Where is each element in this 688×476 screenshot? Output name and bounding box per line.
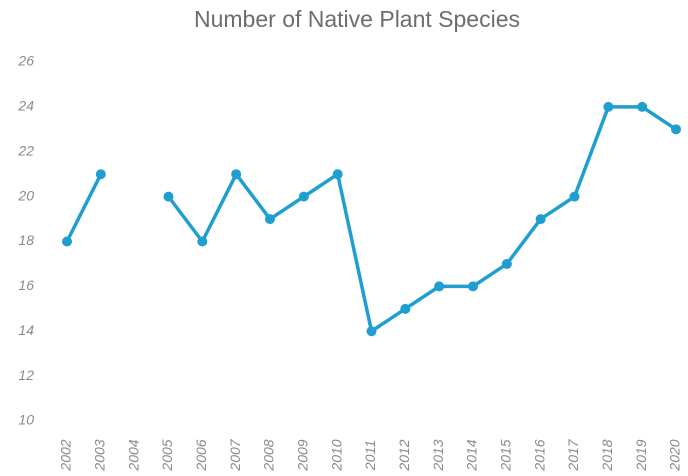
x-tick-label: 2009 bbox=[295, 439, 311, 471]
point bbox=[163, 191, 174, 202]
x-tick-label: 2019 bbox=[633, 439, 649, 471]
point bbox=[501, 258, 512, 269]
point bbox=[62, 236, 72, 247]
y-tick-label: 16 bbox=[18, 277, 34, 293]
x-tick-label: 2012 bbox=[396, 439, 412, 471]
x-tick-label: 2013 bbox=[430, 439, 446, 471]
point bbox=[434, 281, 445, 292]
x-tick-label: 2005 bbox=[159, 439, 175, 471]
x-tick-label: 2014 bbox=[464, 439, 480, 471]
x-tick-label: 2011 bbox=[362, 440, 378, 471]
line bbox=[65, 105, 677, 333]
x-tick-label: 2016 bbox=[531, 439, 547, 471]
x-tick-label: 2006 bbox=[193, 439, 209, 471]
x-tick-label: 2003 bbox=[92, 439, 108, 471]
x-tick-label: 2002 bbox=[58, 439, 74, 471]
x-tick-label: 2004 bbox=[125, 439, 141, 471]
x-tick-label: 2007 bbox=[227, 438, 243, 471]
point bbox=[95, 169, 106, 180]
point bbox=[603, 101, 614, 112]
y-tick-label: 18 bbox=[18, 232, 34, 248]
point bbox=[231, 169, 242, 180]
x-tick-label: 2018 bbox=[599, 439, 615, 471]
x-tick-label: 2015 bbox=[498, 439, 514, 471]
point bbox=[468, 281, 478, 292]
y-tick-label: 12 bbox=[18, 367, 34, 383]
point bbox=[298, 191, 309, 202]
point bbox=[400, 303, 411, 314]
point bbox=[366, 326, 377, 337]
x-tick-label: 2020 bbox=[667, 439, 683, 471]
point bbox=[535, 214, 546, 225]
point bbox=[197, 236, 208, 247]
point bbox=[637, 101, 648, 112]
y-tick-label: 20 bbox=[17, 187, 34, 203]
y-tick-label: 10 bbox=[18, 412, 34, 428]
chart-title: Number of Native Plant Species bbox=[194, 6, 520, 32]
x-tick-label: 2008 bbox=[261, 439, 277, 471]
point bbox=[332, 169, 343, 180]
x-tick-label: 2010 bbox=[328, 439, 344, 471]
point bbox=[671, 124, 681, 135]
y-tick-label: 24 bbox=[17, 98, 34, 114]
y-tick-label: 22 bbox=[17, 142, 34, 158]
point bbox=[569, 191, 580, 202]
x-tick-label: 2017 bbox=[565, 438, 581, 471]
y-tick-label: 14 bbox=[18, 322, 34, 338]
y-tick-label: 26 bbox=[17, 53, 34, 69]
point bbox=[265, 214, 275, 225]
